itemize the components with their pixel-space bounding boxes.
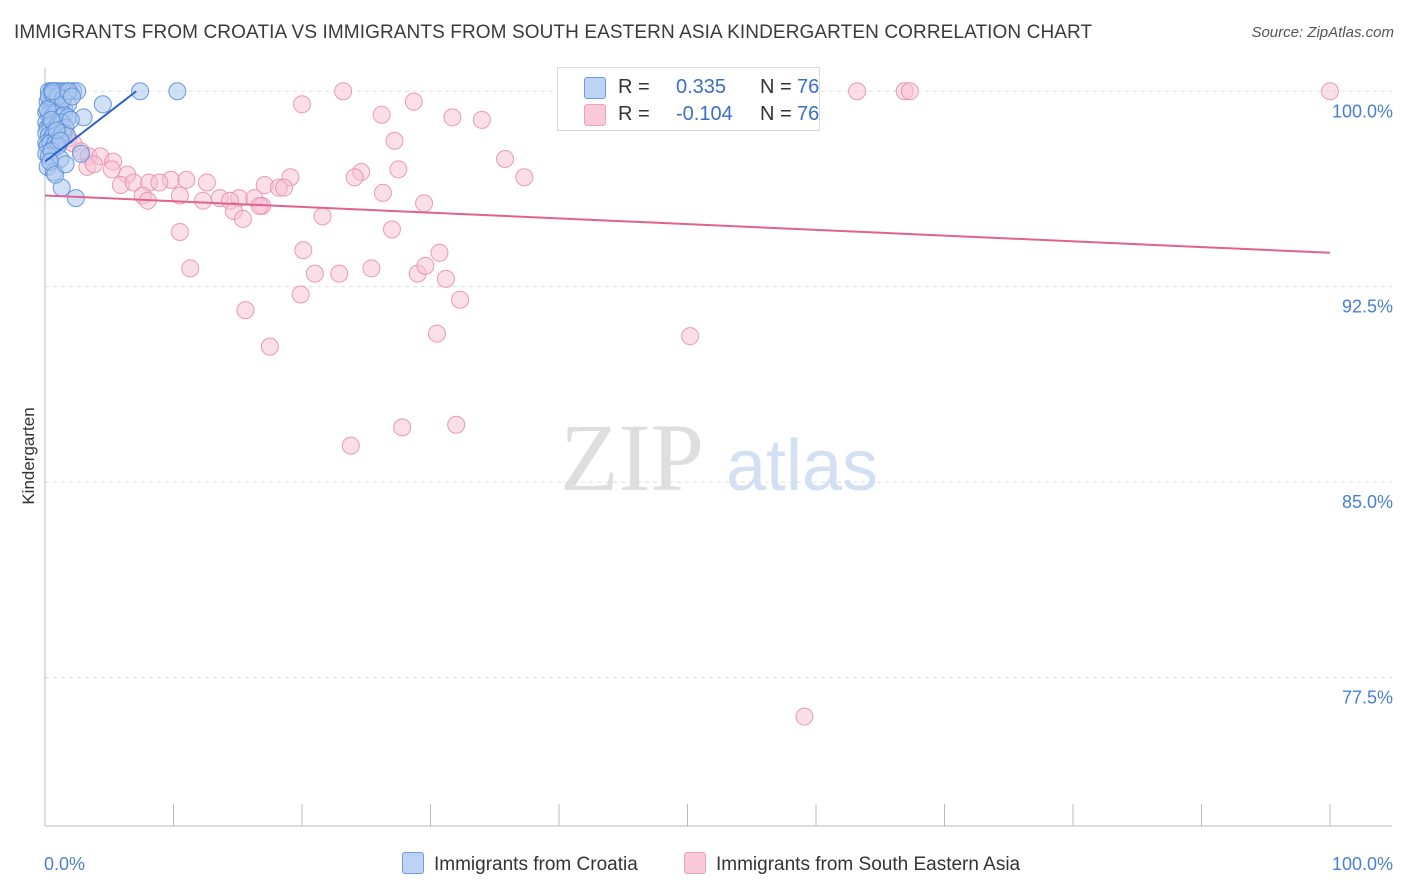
legend-n-value: 76 — [797, 103, 820, 125]
source-label: Source: ZipAtlas.com — [1251, 24, 1394, 41]
point-south-eastern-asia — [330, 264, 349, 283]
point-south-eastern-asia — [345, 168, 364, 187]
y-tick-label: 92.5% — [1342, 297, 1393, 317]
point-south-eastern-asia — [150, 173, 169, 192]
bottom-legend-label-croatia: Immigrants from Croatia — [434, 854, 638, 875]
point-croatia — [51, 131, 70, 150]
tick-labels: 100.0% 92.5% 85.0% 77.5% 0.0% 100.0% — [44, 101, 1393, 874]
point-south-eastern-asia — [362, 259, 381, 278]
point-croatia — [168, 82, 187, 101]
point-croatia — [93, 95, 112, 114]
point-south-eastern-asia — [443, 108, 462, 127]
legend-n-label: N = — [760, 76, 792, 98]
point-south-eastern-asia — [415, 194, 434, 213]
point-south-eastern-asia — [436, 269, 455, 288]
bottom-legend-swatch-blue — [402, 852, 424, 874]
point-south-eastern-asia — [181, 259, 200, 278]
legend-n-label: N = — [760, 103, 792, 125]
point-south-eastern-asia — [430, 243, 449, 262]
bottom-legend-label-south-eastern-asia: Immigrants from South Eastern Asia — [716, 854, 1021, 875]
y-tick-label: 100.0% — [1332, 101, 1393, 121]
point-croatia — [61, 110, 80, 129]
correlation-legend: R = 0.335 N = 76 R = -0.104 N = 76 — [557, 67, 820, 131]
point-south-eastern-asia — [681, 327, 700, 346]
point-south-eastern-asia — [373, 183, 392, 202]
point-south-eastern-asia — [291, 285, 310, 304]
point-south-eastern-asia — [293, 95, 311, 114]
point-south-eastern-asia — [170, 222, 189, 241]
point-south-eastern-asia — [447, 415, 466, 434]
legend-r-value: 0.335 — [676, 76, 727, 98]
point-south-eastern-asia — [382, 220, 401, 239]
gridlines — [45, 90, 1392, 678]
y-tick-label: 85.0% — [1342, 492, 1393, 512]
watermark-atlas: atlas — [726, 426, 878, 506]
trend-line-south-eastern-asia — [44, 194, 1331, 254]
y-tick-label: 77.5% — [1342, 687, 1393, 707]
point-south-eastern-asia — [848, 82, 867, 101]
watermark-zip: ZIP — [560, 404, 704, 511]
series-croatia-points — [37, 82, 187, 208]
point-south-eastern-asia — [275, 178, 294, 197]
series-south-eastern-asia-points — [46, 82, 1339, 726]
point-south-eastern-asia — [416, 256, 435, 275]
x-tick-label-min: 0.0% — [44, 854, 85, 874]
legend-swatch-pink — [584, 104, 606, 126]
point-south-eastern-asia — [404, 92, 423, 111]
legend-r-label: R = — [618, 103, 650, 125]
point-croatia — [62, 87, 81, 106]
point-south-eastern-asia — [260, 337, 279, 356]
point-south-eastern-asia — [372, 105, 391, 124]
point-south-eastern-asia — [393, 418, 412, 437]
point-south-eastern-asia — [294, 241, 313, 260]
bottom-legend-swatch-pink — [684, 852, 706, 874]
axes — [44, 68, 1392, 827]
point-south-eastern-asia — [389, 160, 408, 179]
point-croatia — [71, 144, 90, 163]
x-tick-label-max: 100.0% — [1332, 854, 1393, 874]
point-south-eastern-asia — [197, 173, 216, 192]
point-south-eastern-asia — [795, 707, 814, 726]
point-croatia — [131, 82, 150, 101]
point-south-eastern-asia — [305, 264, 324, 283]
point-south-eastern-asia — [236, 301, 255, 320]
bottom-legend-croatia: Immigrants from Croatia — [402, 852, 638, 876]
trend-lines — [44, 90, 1331, 254]
y-axis-label: Kindergarten — [19, 407, 38, 504]
watermark: ZIP atlas — [560, 404, 878, 511]
point-south-eastern-asia — [194, 191, 213, 210]
legend-n-value: 76 — [797, 76, 820, 98]
point-south-eastern-asia — [177, 170, 196, 189]
trend-line-croatia — [44, 90, 137, 163]
point-croatia — [56, 155, 75, 174]
point-south-eastern-asia — [102, 160, 121, 179]
legend-r-value: -0.104 — [676, 103, 733, 125]
point-south-eastern-asia — [170, 186, 189, 205]
chart-title: IMMIGRANTS FROM CROATIA VS IMMIGRANTS FR… — [14, 22, 1093, 43]
point-south-eastern-asia — [341, 436, 360, 455]
point-south-eastern-asia — [233, 209, 252, 228]
legend-r-label: R = — [618, 76, 650, 98]
point-south-eastern-asia — [427, 324, 446, 343]
point-south-eastern-asia — [334, 82, 353, 101]
point-south-eastern-asia — [84, 155, 103, 174]
point-south-eastern-asia — [313, 207, 332, 226]
point-south-eastern-asia — [385, 131, 404, 150]
legend-swatch-blue — [584, 77, 606, 99]
point-south-eastern-asia — [1321, 82, 1339, 101]
point-south-eastern-asia — [900, 82, 919, 101]
point-south-eastern-asia — [451, 290, 470, 309]
point-croatia — [43, 82, 62, 101]
bottom-legend-south-eastern-asia: Immigrants from South Eastern Asia — [684, 852, 1020, 876]
point-south-eastern-asia — [496, 150, 515, 169]
point-south-eastern-asia — [515, 168, 534, 187]
point-south-eastern-asia — [472, 110, 491, 129]
